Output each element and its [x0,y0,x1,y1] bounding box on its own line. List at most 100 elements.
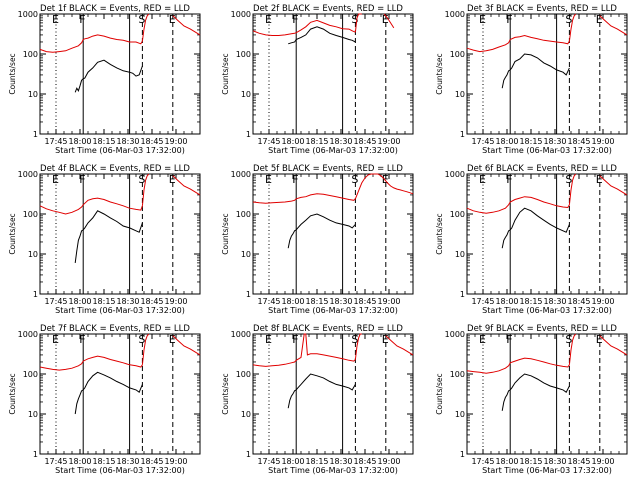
marker-label: F [79,13,85,26]
x-tick-label: 18:00 [68,457,91,466]
x-tick-label: 18:30 [543,457,566,466]
y-tick-label: 1000 [445,170,465,179]
y-tick-label: 100 [450,50,465,59]
x-axis-label: Start Time (06-Mar-03 17:32:00) [55,466,185,475]
y-tick-label: 10 [241,410,251,419]
y-axis-label: Counts/sec [221,53,230,94]
y-tick-label: 100 [23,210,38,219]
y-tick-label: 100 [236,210,251,219]
marker-label: E [596,333,603,346]
marker-label: E [265,173,272,186]
marker-label: F [506,333,512,346]
y-tick-label: 1 [460,130,465,139]
y-axis-label: Counts/sec [8,53,17,94]
series-lld-line [252,333,356,367]
detector-panel-4: Det 4f BLACK = Events, RED = LLD 1 10 100 10… [8,164,201,315]
x-tick-label: 17:45 [257,457,280,466]
plot-frame [466,13,628,135]
series-events-line [501,373,570,411]
series-lld-line [568,333,577,365]
y-tick-label: 1000 [231,330,251,339]
x-tick-label: 19:00 [377,457,400,466]
series-lld-line [39,34,143,53]
x-tick-label: 18:00 [495,137,518,146]
x-tick-label: 17:45 [471,297,494,306]
marker-label: F [506,13,512,26]
y-tick-label: 1000 [231,10,251,19]
x-axis-label: Start Time (06-Mar-03 17:32:00) [482,466,612,475]
series-events-line [287,213,356,249]
x-tick-label: 18:00 [281,457,304,466]
marker-label: S [351,173,358,186]
x-axis-label: Start Time (06-Mar-03 17:32:00) [482,306,612,315]
marker-label: E [382,173,389,186]
detector-panel-2: Det 2f BLACK = Events, RED = LLD 1 10 100 10… [221,4,414,155]
x-tick-label: 19:00 [591,137,614,146]
y-axis-label: Counts/sec [435,373,444,414]
y-axis-label: Counts/sec [8,373,17,414]
x-tick-label: 18:15 [305,137,328,146]
series-lld-line [172,335,201,356]
x-tick-label: 18:15 [92,457,115,466]
plot-frame [39,333,201,455]
series-events-line [74,371,143,415]
y-tick-label: 1 [460,290,465,299]
series-lld-line [141,173,150,206]
y-tick-label: 1000 [231,170,251,179]
detector-panel-8: Det 8f BLACK = Events, RED = LLD 1 10 100 10… [221,324,414,475]
y-tick-label: 1 [33,450,38,459]
y-tick-label: 100 [23,370,38,379]
y-tick-label: 1000 [445,330,465,339]
plot-frame [39,13,201,135]
marker-label: S [565,13,572,26]
x-tick-label: 18:00 [68,137,91,146]
series-lld-line [354,173,414,199]
x-axis-label: Start Time (06-Mar-03 17:32:00) [268,146,398,155]
marker-label: E [169,173,176,186]
x-tick-label: 17:45 [44,297,67,306]
y-tick-label: 100 [23,50,38,59]
panel-title: Det 8f BLACK = Events, RED = LLD [253,324,403,334]
x-axis-label: Start Time (06-Mar-03 17:32:00) [268,306,398,315]
y-tick-label: 1000 [445,10,465,19]
detector-panel-5: Det 5f BLACK = Events, RED = LLD 1 10 100 10… [221,164,414,315]
series-lld-line [141,13,150,42]
marker-label: S [138,173,145,186]
detector-panel-6: Det 6f BLACK = Events, RED = LLD 1 10 100 10… [435,164,628,315]
marker-label: F [506,173,512,186]
series-lld-line [141,333,150,365]
x-tick-label: 19:00 [164,457,187,466]
series-events-line [74,210,143,263]
y-axis-label: Counts/sec [221,373,230,414]
y-tick-label: 10 [28,90,38,99]
x-tick-label: 18:45 [353,137,376,146]
y-tick-label: 1 [460,450,465,459]
marker-label: E [479,13,486,26]
panel-title: Det 9f BLACK = Events, RED = LLD [467,324,617,334]
panel-title: Det 4f BLACK = Events, RED = LLD [40,164,190,174]
x-axis-label: Start Time (06-Mar-03 17:32:00) [55,306,185,315]
x-tick-label: 18:30 [329,457,352,466]
panel-title: Det 2f BLACK = Events, RED = LLD [253,4,403,14]
y-tick-label: 1 [246,130,251,139]
x-axis-label: Start Time (06-Mar-03 17:32:00) [268,466,398,475]
x-tick-label: 18:45 [140,457,163,466]
x-tick-label: 18:15 [519,137,542,146]
panel-title: Det 3f BLACK = Events, RED = LLD [467,4,617,14]
plot-frame [466,333,628,455]
series-lld-line [466,196,570,214]
marker-label: F [79,333,85,346]
series-events-line [74,59,143,93]
marker-label: S [138,333,145,346]
x-tick-label: 18:15 [305,297,328,306]
series-lld-line [354,333,362,360]
x-tick-label: 17:45 [471,457,494,466]
series-lld-line [39,355,143,371]
x-tick-label: 18:30 [116,297,139,306]
series-lld-line [39,197,143,215]
y-tick-label: 100 [450,370,465,379]
y-tick-label: 10 [455,250,465,259]
x-tick-label: 18:15 [519,457,542,466]
plot-frame [252,333,414,455]
y-axis-label: Counts/sec [435,53,444,94]
